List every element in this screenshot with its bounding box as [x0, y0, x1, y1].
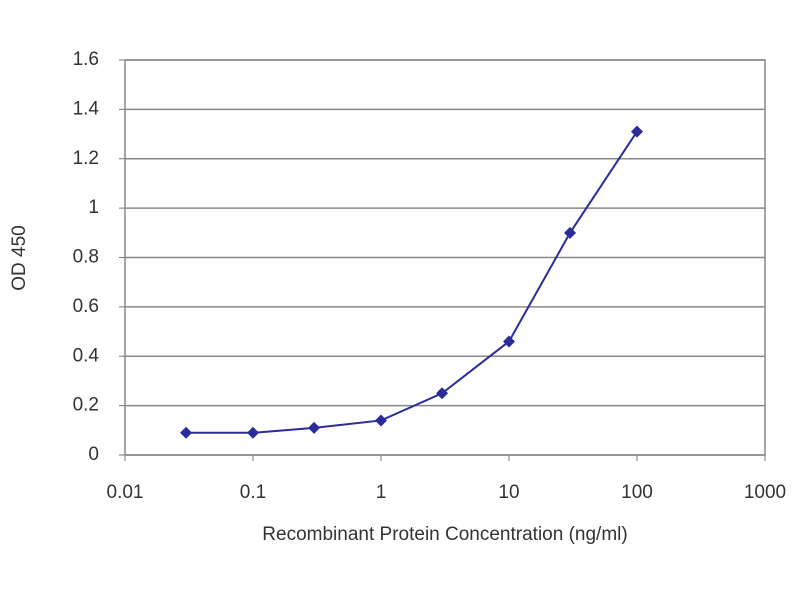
y-tick-label: 0.2 — [73, 395, 99, 416]
marker — [375, 414, 387, 427]
marker — [631, 125, 643, 138]
series-line — [186, 131, 638, 434]
marker — [308, 421, 321, 434]
marker — [247, 426, 259, 439]
x-tick-label: 100 — [621, 482, 653, 503]
x-tick-label: 0.1 — [240, 482, 266, 503]
y-tick-label: 1.6 — [73, 49, 99, 70]
x-tick-label: 0.01 — [107, 482, 144, 503]
x-axis-label: Recombinant Protein Concentration (ng/ml… — [262, 524, 627, 545]
plot-border — [124, 59, 766, 456]
y-tick-label: 0 — [88, 444, 99, 465]
marker — [503, 335, 515, 348]
marker — [436, 387, 449, 400]
y-tick-label: 0.8 — [73, 247, 99, 268]
marker — [564, 226, 577, 239]
x-tick-label: 1 — [376, 482, 387, 503]
y-tick-label: 1.2 — [73, 148, 99, 169]
y-tick-label: 0.4 — [73, 345, 100, 366]
marker — [180, 426, 193, 439]
y-tick-label: 1.4 — [73, 98, 100, 119]
x-tick-label: 1000 — [744, 482, 786, 503]
y-axis-label: OD 450 — [9, 225, 30, 290]
y-tick-label: 0.6 — [73, 296, 99, 317]
y-tick-label: 1 — [88, 197, 99, 218]
x-tick-label: 10 — [498, 482, 519, 503]
